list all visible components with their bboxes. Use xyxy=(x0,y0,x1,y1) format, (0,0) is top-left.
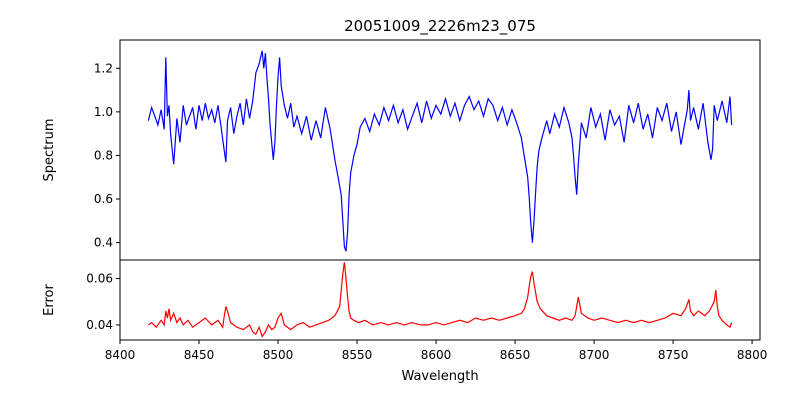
spectrum-y-tick-label: 1.0 xyxy=(94,105,113,119)
x-axis-ticks: 8400 8450 8500 8550 8600 8650 8700 8750 8800 xyxy=(105,340,768,362)
error-panel: 0.04 0.06 Error xyxy=(42,259,761,341)
error-y-axis-label: Error xyxy=(42,284,57,316)
x-tick-label: 8550 xyxy=(342,348,373,362)
x-tick-label: 8600 xyxy=(421,348,452,362)
spectrum-y-axis-label: Spectrum xyxy=(42,119,57,182)
x-tick-label: 8450 xyxy=(184,348,215,362)
x-tick-label: 8650 xyxy=(500,348,531,362)
spectrum-y-tick-label: 0.4 xyxy=(94,236,113,250)
x-tick-label: 8700 xyxy=(579,348,610,362)
spectrum-y-tick-label: 0.8 xyxy=(94,148,113,162)
x-tick-label: 8500 xyxy=(263,348,294,362)
chart-title: 20051009_2226m23_075 xyxy=(344,17,536,36)
error-axes-frame xyxy=(119,259,761,341)
spectrum-y-ticks: 0.4 0.6 0.8 1.0 1.2 xyxy=(94,61,120,250)
error-y-tick-label: 0.04 xyxy=(86,318,113,332)
spectrum-y-tick-label: 0.6 xyxy=(94,192,113,206)
x-axis-label: Wavelength xyxy=(401,369,478,384)
x-tick-label: 8800 xyxy=(737,348,768,362)
spectrum-series-line xyxy=(147,50,733,252)
error-y-ticks: 0.04 0.06 xyxy=(86,272,120,332)
x-tick-label: 8750 xyxy=(658,348,689,362)
error-series-line xyxy=(148,262,733,338)
error-y-tick-label: 0.06 xyxy=(86,272,113,286)
x-tick-label: 8400 xyxy=(105,348,136,362)
spectrum-y-tick-label: 1.2 xyxy=(94,61,113,75)
